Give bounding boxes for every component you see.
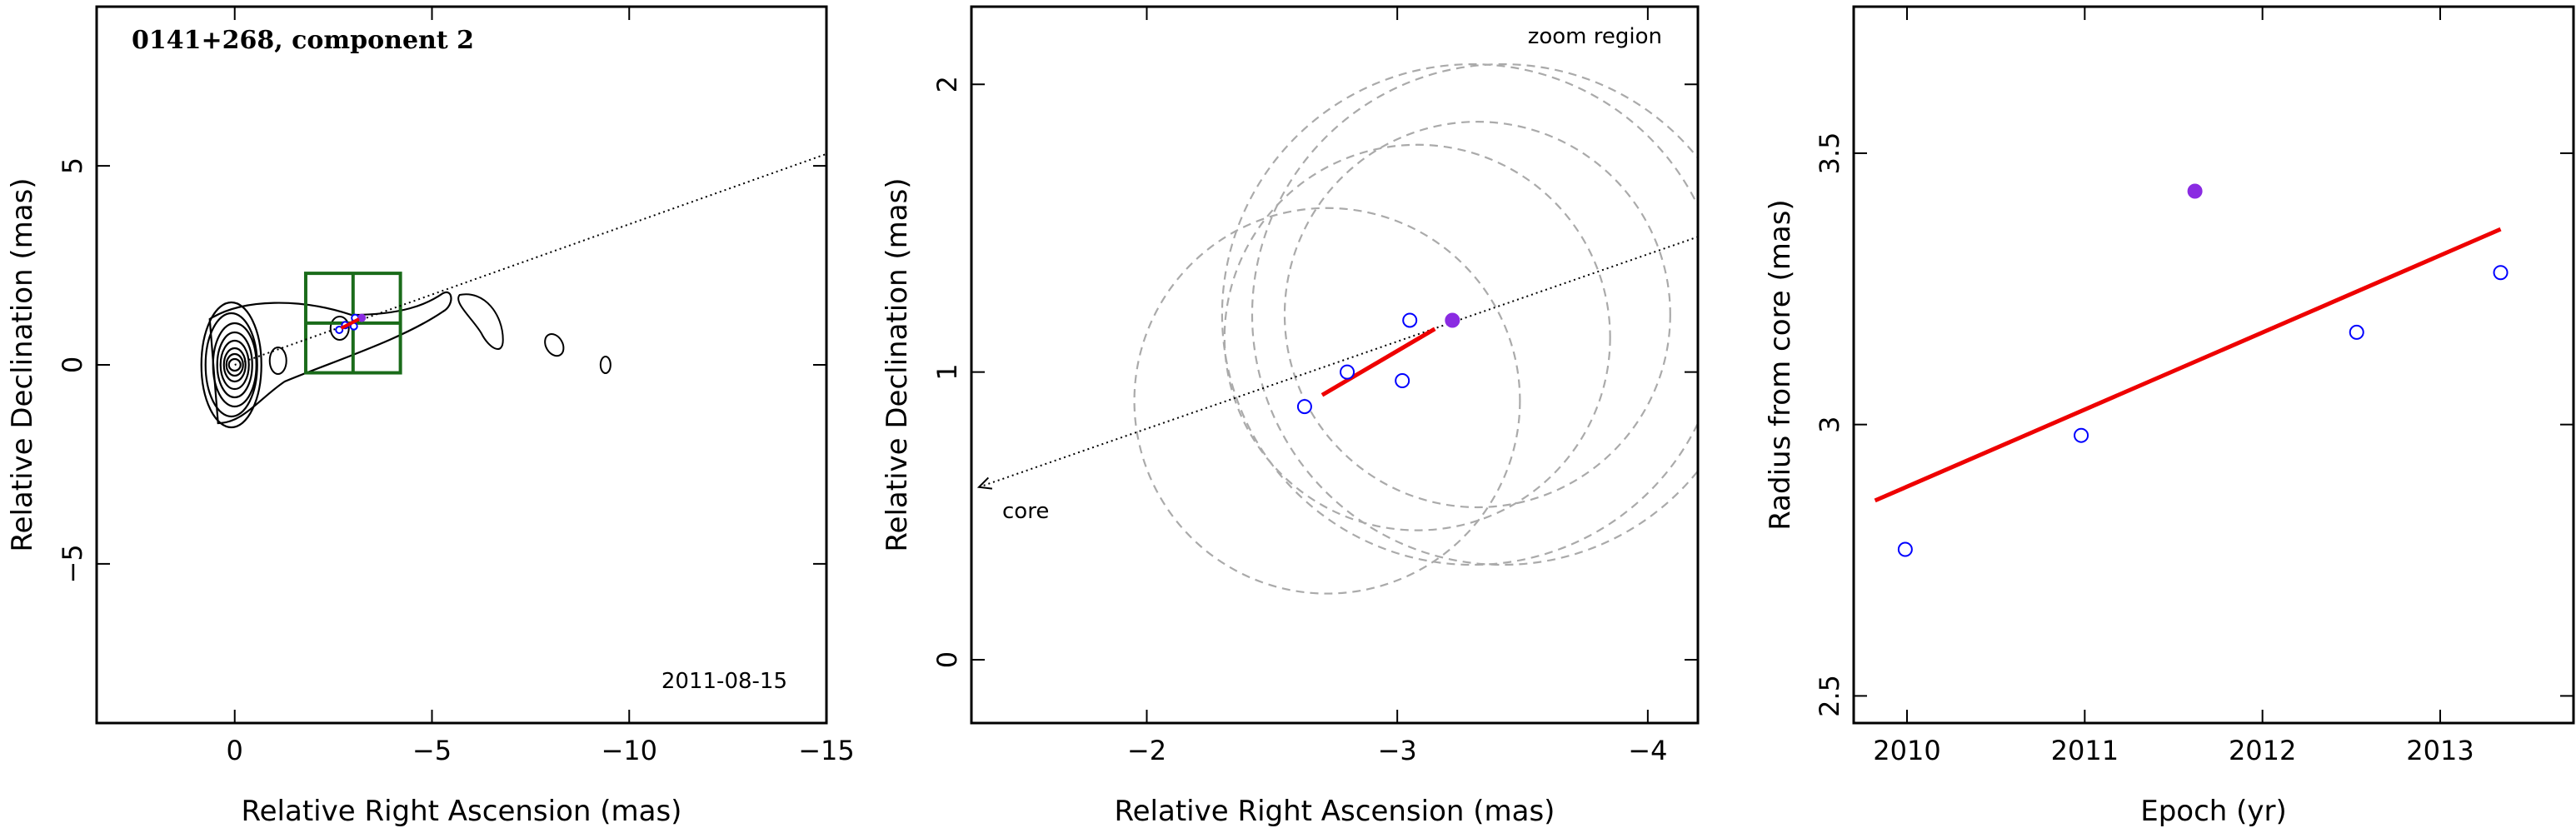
panel2-point-open	[1395, 372, 1410, 388]
uncertainty-circle	[1221, 63, 1698, 566]
uncertainty-circle	[1133, 207, 1521, 595]
panel2-point-open	[1296, 399, 1312, 415]
panel2-core-label: core	[1002, 499, 1049, 524]
panel2-xtick-label: −3	[1378, 735, 1417, 766]
panel3-xtick-label: 2012	[2229, 735, 2296, 766]
panel1-ytick-label: 5	[57, 157, 88, 174]
panel3-xtick-label: 2010	[1873, 735, 1940, 766]
panel-1: 0 −5 −10 −15 −5 0 5 0141+268, component 2 2011…	[6, 5, 855, 828]
contour-blob	[599, 356, 612, 374]
panel1-xtick-label: −15	[798, 735, 855, 766]
panel3-xtick-label: 2013	[2406, 735, 2474, 766]
contour-jet-outer	[208, 291, 452, 425]
uncertainty-circle	[1283, 121, 1671, 509]
panel2-jet-direction-line	[978, 236, 1699, 488]
panel3-point-open	[2493, 265, 2509, 281]
panel3-ticks: 2010 2011 2012 2013 2.5 3 3.5	[1814, 7, 2574, 766]
panel3-ylabel: Radius from core (mas)	[1764, 199, 1797, 530]
panel2-zoom-label: zoom region	[1528, 24, 1662, 49]
panel1-marker-open	[335, 325, 344, 334]
uncertainty-circle	[1223, 143, 1611, 531]
panel1-xtick-label: 0	[227, 735, 243, 766]
contour-level	[219, 339, 250, 391]
panel2-points	[1296, 312, 1460, 415]
panel3-xlabel: Epoch (yr)	[2140, 795, 2287, 828]
panel1-jet-direction-line	[234, 152, 827, 366]
panel1-title: 0141+268, component 2	[132, 26, 474, 55]
contour-blob	[457, 293, 504, 350]
panel1-date: 2011-08-15	[661, 669, 787, 694]
panel3-point-open	[2074, 427, 2089, 443]
contour-knot	[329, 316, 350, 341]
panel1-fit-segment	[340, 317, 360, 330]
panel2-ticks: −2 −3 −4 0 1 2	[931, 7, 1698, 766]
panel3-points	[1897, 183, 2509, 557]
panel1-ytick-label: −5	[57, 544, 88, 583]
contour-blob	[544, 332, 565, 357]
panel2-point-open	[1340, 364, 1355, 380]
panel2-xtick-label: −4	[1628, 735, 1667, 766]
panel2-point-open	[1402, 312, 1418, 328]
panel2-ytick-label: 2	[931, 76, 963, 92]
panel2-xtick-label: −2	[1127, 735, 1166, 766]
panel1-ticks: 0 −5 −10 −15 −5 0 5	[57, 7, 855, 766]
panel3-frame	[1852, 5, 2575, 725]
panel3-ytick-label: 3	[1814, 416, 1845, 432]
panel2-ytick-label: 1	[931, 363, 963, 380]
contour-knot	[268, 347, 287, 375]
panel-3: 2010 2011 2012 2013 2.5 3 3.5 Epoch (yr) Radiu…	[1764, 5, 2575, 828]
contour-level	[225, 352, 244, 377]
panel1-markers	[335, 313, 367, 334]
panel1-xtick-label: −5	[412, 735, 452, 766]
panel1-ytick-label: 0	[57, 357, 88, 373]
panel1-marker-filled	[357, 313, 367, 322]
panel2-frame	[970, 5, 1700, 725]
panel2-point-filled	[1445, 312, 1460, 328]
panel2-xlabel: Relative Right Ascension (mas)	[1115, 795, 1555, 828]
panel2-uncertainty-circles	[1133, 63, 1698, 595]
contour-level	[216, 331, 253, 399]
panel1-ylabel: Relative Declination (mas)	[6, 177, 39, 551]
panel2-ylabel: Relative Declination (mas)	[881, 177, 914, 551]
panel3-ytick-label: 2.5	[1814, 675, 1845, 717]
panel2-ytick-label: 0	[931, 651, 963, 668]
panel2-core-arrowhead	[976, 476, 993, 490]
contour-level	[200, 301, 262, 429]
panel1-xtick-label: −10	[601, 735, 657, 766]
panel-2: −2 −3 −4 0 1 2 zoom region core Relative Righ…	[881, 5, 1700, 828]
panel3-xtick-label: 2011	[2051, 735, 2119, 766]
panel1-xlabel: Relative Right Ascension (mas)	[242, 795, 682, 828]
panel1-contours	[200, 291, 612, 429]
panel3-point-filled	[2187, 183, 2203, 199]
panel2-fit-segment	[1320, 327, 1436, 397]
contour-level	[222, 347, 247, 383]
panel3-point-open	[1897, 541, 1913, 557]
panel3-ytick-label: 3.5	[1814, 132, 1845, 174]
panel3-fit-line	[1874, 227, 2502, 503]
uncertainty-circle	[1251, 63, 1698, 566]
panel3-point-open	[2349, 324, 2364, 340]
contour-level	[227, 357, 242, 372]
